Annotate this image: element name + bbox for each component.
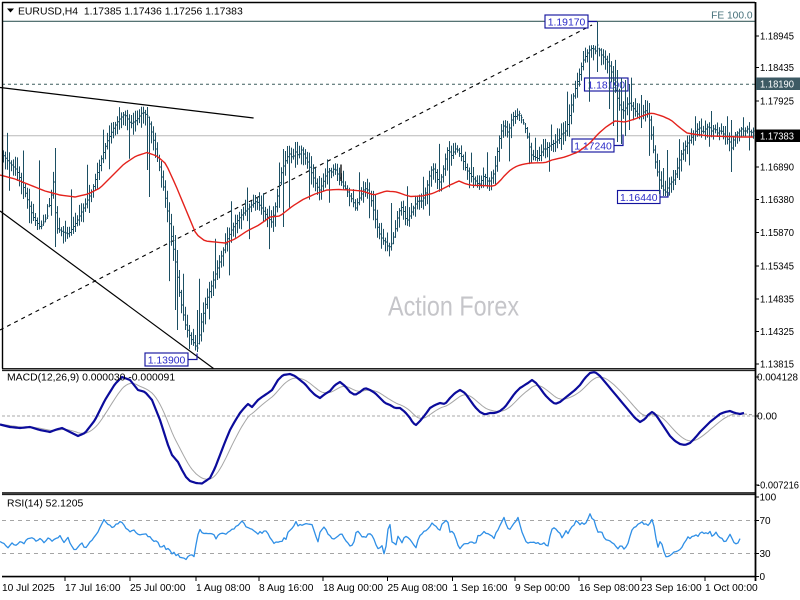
svg-text:1.14325: 1.14325	[760, 327, 794, 338]
svg-text:1.16890: 1.16890	[760, 163, 794, 174]
svg-text:1.19170: 1.19170	[548, 17, 586, 28]
svg-text:1.18435: 1.18435	[760, 63, 794, 74]
svg-text:0.004128: 0.004128	[757, 373, 798, 384]
svg-text:0.00: 0.00	[757, 412, 777, 423]
svg-text:1.15345: 1.15345	[760, 262, 794, 273]
svg-text:10 Jul 2025: 10 Jul 2025	[2, 583, 55, 594]
svg-text:70: 70	[760, 516, 772, 527]
svg-text:FE 100.0: FE 100.0	[711, 11, 753, 22]
svg-text:23 Sep 16:00: 23 Sep 16:00	[641, 583, 702, 594]
svg-text:1.18190: 1.18190	[760, 79, 794, 90]
svg-text:1.17383: 1.17383	[760, 131, 794, 142]
svg-text:25 Jul 00:00: 25 Jul 00:00	[130, 583, 186, 594]
svg-text:1.18190: 1.18190	[587, 80, 625, 91]
svg-text:25 Aug 08:00: 25 Aug 08:00	[388, 583, 448, 594]
svg-text:-0.007216: -0.007216	[757, 481, 799, 492]
svg-text:1.13900: 1.13900	[148, 355, 186, 366]
svg-text:1.14835: 1.14835	[760, 295, 794, 306]
svg-text:1.17240: 1.17240	[574, 141, 612, 152]
svg-text:1.18945: 1.18945	[760, 32, 794, 43]
svg-text:1 Sep 16:00: 1 Sep 16:00	[453, 583, 508, 594]
svg-text:100: 100	[760, 493, 777, 504]
svg-text:8 Aug 16:00: 8 Aug 16:00	[259, 583, 314, 594]
svg-text:1.16440: 1.16440	[620, 193, 658, 204]
svg-text:1.16380: 1.16380	[760, 195, 794, 206]
svg-text:EURUSD,H4 1.17385 1.17436 1.1: EURUSD,H4 1.17385 1.17436 1.17256 1.1738…	[18, 7, 243, 18]
svg-text:30: 30	[760, 549, 772, 560]
svg-text:MACD(12,26,9) 0.000030 -0.0000: MACD(12,26,9) 0.000030 -0.000091	[7, 373, 175, 384]
svg-text:16 Sep 08:00: 16 Sep 08:00	[579, 583, 640, 594]
svg-text:17 Jul 16:00: 17 Jul 16:00	[65, 583, 121, 594]
svg-text:1.15870: 1.15870	[760, 228, 794, 239]
svg-text:Action Forex: Action Forex	[388, 291, 519, 322]
svg-text:1 Oct 00:00: 1 Oct 00:00	[705, 583, 758, 594]
svg-text:18 Aug 00:00: 18 Aug 00:00	[323, 583, 383, 594]
svg-text:1 Aug 08:00: 1 Aug 08:00	[196, 583, 251, 594]
svg-text:1.13815: 1.13815	[760, 360, 794, 371]
svg-text:RSI(14) 52.1205: RSI(14) 52.1205	[7, 499, 83, 510]
svg-text:0: 0	[760, 572, 766, 583]
svg-text:1.17925: 1.17925	[760, 97, 794, 108]
svg-text:9 Sep 00:00: 9 Sep 00:00	[515, 583, 570, 594]
